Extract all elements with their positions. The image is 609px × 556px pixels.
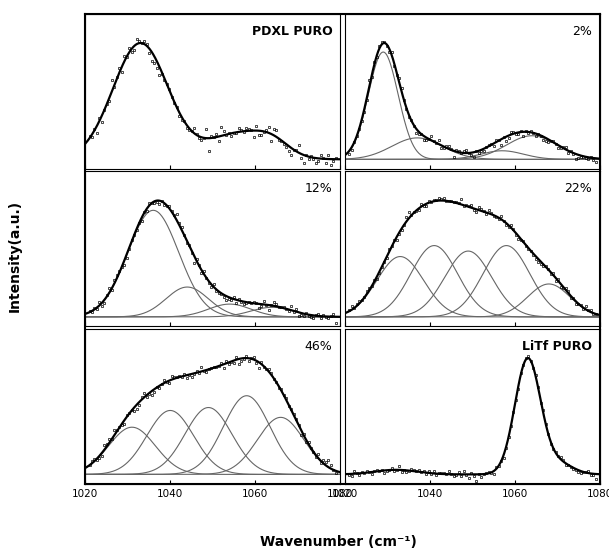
Text: PDXL PURO: PDXL PURO: [252, 24, 333, 38]
Text: Wavenumber (cm⁻¹): Wavenumber (cm⁻¹): [259, 535, 417, 549]
Text: 46%: 46%: [304, 340, 333, 353]
Text: Intensity(a.u.): Intensity(a.u.): [9, 200, 22, 312]
Text: 12%: 12%: [304, 182, 333, 195]
Text: 2%: 2%: [572, 24, 592, 38]
Text: LiTf PURO: LiTf PURO: [523, 340, 592, 353]
Text: 22%: 22%: [565, 182, 592, 195]
